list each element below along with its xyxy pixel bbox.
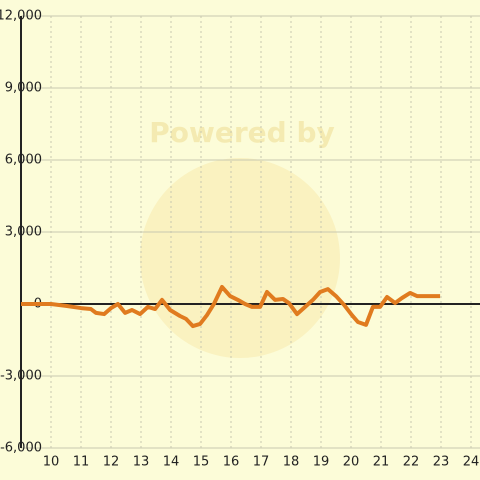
x-tick-label: 12 xyxy=(103,455,120,470)
watermark: Powered by xyxy=(149,116,335,149)
x-tick-label: 15 xyxy=(193,455,210,470)
x-tick-label: 23 xyxy=(433,455,450,470)
x-tick-label: 13 xyxy=(133,455,150,470)
x-tick-label: 22 xyxy=(403,455,420,470)
x-tick-label: 17 xyxy=(253,455,270,470)
x-tick-label: 14 xyxy=(163,455,180,470)
x-tick-label: 19 xyxy=(313,455,330,470)
x-tick-label: 20 xyxy=(343,455,360,470)
y-tick-label: 9,000 xyxy=(5,81,42,96)
x-tick-label: 16 xyxy=(223,455,240,470)
x-tick-label: 10 xyxy=(43,455,60,470)
x-tick-label: 21 xyxy=(373,455,390,470)
x-tick-label: 24 xyxy=(463,455,480,470)
x-tick-label: 11 xyxy=(73,455,90,470)
y-tick-label: 3,000 xyxy=(5,225,42,240)
data-line xyxy=(21,284,441,329)
x-tick-label: 18 xyxy=(283,455,300,470)
y-tick-label: 6,000 xyxy=(5,153,42,168)
watermark-logo xyxy=(140,158,340,358)
